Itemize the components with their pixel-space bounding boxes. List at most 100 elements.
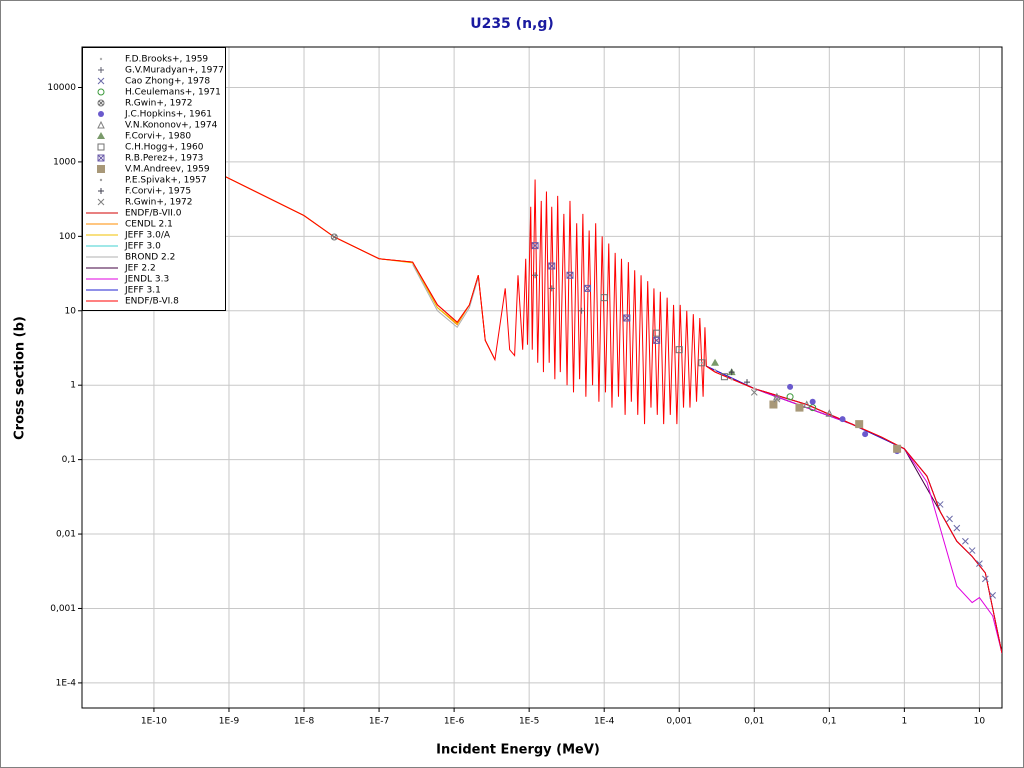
marker-x	[773, 395, 781, 403]
x-axis-label: Incident Energy (MeV)	[436, 743, 600, 758]
legend-label: H.Ceulemans+, 1971	[125, 88, 221, 98]
marker-circle	[787, 383, 794, 390]
marker-triangle	[825, 409, 834, 417]
marker-circle	[862, 431, 869, 438]
x-tick-label: 0,1	[822, 717, 836, 727]
x-tick-label: 1E-9	[219, 717, 240, 727]
marker-square-x	[548, 262, 556, 270]
chart-title: U235 (n,g)	[470, 16, 554, 32]
y-tick-label: 1	[70, 381, 76, 391]
marker-circle-x	[330, 233, 338, 241]
legend-label: R.B.Perez+, 1973	[125, 154, 203, 164]
legend-label: ENDF/B-VII.0	[125, 209, 182, 219]
marker-square	[675, 346, 683, 354]
legend-label: BROND 2.2	[125, 253, 175, 263]
marker-x	[989, 592, 996, 599]
marker-square	[893, 444, 902, 453]
y-tick-label: 10	[65, 306, 77, 316]
marker-dot	[99, 178, 103, 182]
marker-triangle	[802, 400, 811, 409]
legend-label: R.Gwin+, 1972	[125, 99, 193, 109]
marker-square	[855, 420, 864, 429]
plot-area	[82, 105, 1002, 654]
marker-plus	[728, 369, 735, 376]
x-tick-label: 1	[901, 717, 907, 727]
x-tick-label: 0,001	[666, 717, 692, 727]
legend-label: R.Gwin+, 1972	[125, 198, 193, 208]
marker-x	[981, 575, 989, 583]
marker-square	[698, 359, 706, 367]
marker-plus	[98, 67, 104, 73]
marker-square-x	[531, 242, 539, 250]
x-tick-label: 1E-4	[594, 717, 615, 727]
marker-circle	[98, 111, 104, 117]
legend-label: G.V.Muradyan+, 1977	[125, 66, 224, 76]
marker-circle	[839, 416, 846, 423]
plot-frame	[81, 46, 1003, 709]
legend-label: C.H.Hogg+, 1960	[125, 143, 204, 153]
marker-circle	[809, 398, 816, 405]
marker-plus	[578, 307, 585, 314]
y-tick-label: 10000	[47, 83, 76, 93]
legend-label: ENDF/B-VI.8	[125, 297, 179, 307]
legend-label: Cao Zhong+, 1978	[125, 77, 210, 87]
y-tick-label: 1E-4	[56, 678, 77, 688]
marker-circle	[786, 393, 794, 401]
legend-label: JEFF 3.0/A	[124, 231, 171, 241]
marker-square	[97, 143, 105, 151]
y-tick-label: 0,01	[56, 530, 76, 540]
legend-label: P.E.Spivak+, 1957	[125, 176, 207, 186]
marker-x	[953, 524, 961, 532]
marker-x	[962, 537, 969, 545]
series-line	[412, 264, 479, 329]
marker-x	[968, 547, 976, 554]
marker-square	[653, 329, 661, 337]
marker-triangle	[97, 132, 105, 139]
legend-box	[82, 47, 226, 311]
x-tick-label: 1E-10	[141, 717, 167, 727]
marker-triangle	[97, 120, 105, 129]
legend-label: JEF 2.2	[124, 264, 156, 274]
series-line	[706, 365, 1002, 654]
marker-circle-x	[97, 99, 105, 107]
legend-label: JEFF 3.0	[124, 242, 161, 252]
legend-label: V.M.Andreev, 1959	[125, 165, 210, 175]
marker-plus	[532, 272, 539, 279]
legend-label: F.D.Brooks+, 1959	[125, 55, 208, 65]
x-tick-label: 10	[974, 717, 986, 727]
marker-square-x	[623, 314, 631, 322]
x-tick-label: 1E-5	[519, 717, 539, 727]
marker-dot	[730, 378, 733, 381]
y-tick-label: 1000	[53, 157, 76, 167]
marker-square-x	[97, 154, 105, 162]
marker-square	[769, 400, 778, 409]
marker-square-x	[653, 336, 661, 344]
marker-square	[795, 403, 804, 412]
marker-square-x	[566, 271, 574, 279]
legend-label: V.N.Kononov+, 1974	[125, 121, 218, 131]
y-axis-label: Cross section (b)	[13, 316, 28, 440]
marker-triangle	[711, 358, 720, 366]
x-tick-label: 0,01	[744, 717, 764, 727]
marker-x	[750, 389, 758, 396]
marker-square	[600, 294, 608, 302]
marker-plus	[744, 379, 751, 386]
marker-dot	[99, 57, 103, 61]
marker-square-x	[584, 284, 592, 292]
y-tick-label: 0,1	[62, 455, 76, 465]
y-tick-label: 100	[59, 232, 76, 242]
marker-dot	[713, 368, 717, 372]
x-tick-label: 1E-8	[294, 717, 315, 727]
legend-label: JENDL 3.3	[124, 275, 169, 285]
marker-x	[97, 198, 105, 206]
legend-label: F.Corvi+, 1980	[125, 132, 191, 142]
x-tick-label: 1E-7	[369, 717, 389, 727]
marker-square	[97, 165, 105, 173]
marker-dot	[700, 361, 704, 364]
marker-x	[936, 501, 944, 508]
marker-x	[946, 515, 953, 523]
marker-square	[720, 373, 728, 381]
marker-circle	[97, 88, 105, 96]
marker-plus	[548, 285, 555, 292]
